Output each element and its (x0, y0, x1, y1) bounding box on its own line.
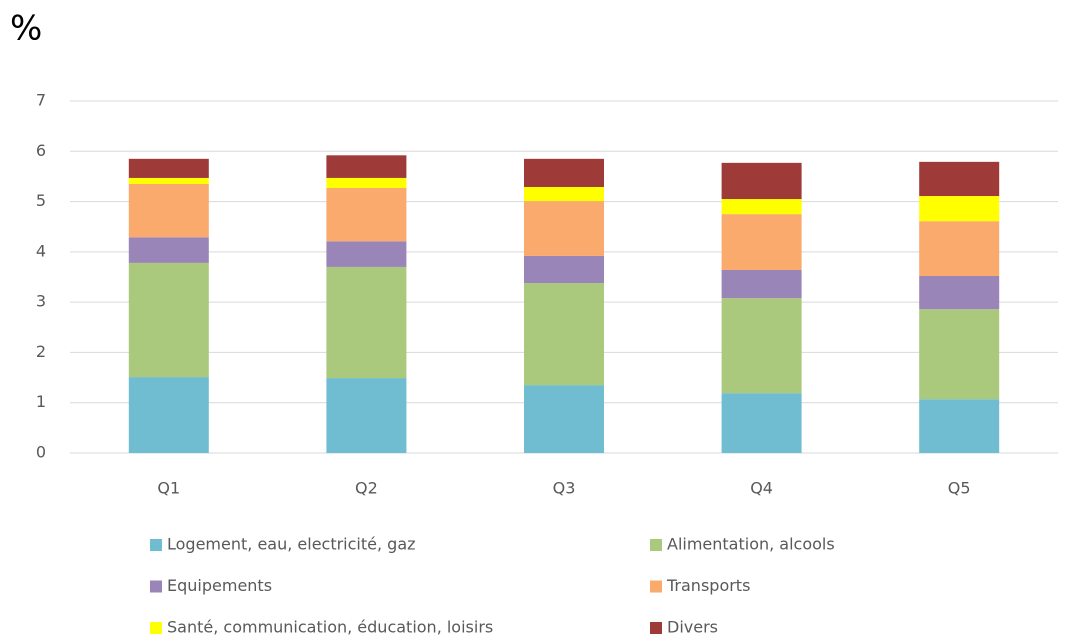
legend-label: Divers (667, 618, 718, 637)
bar-segment (721, 214, 802, 270)
legend-swatch (650, 539, 662, 551)
bar-segment (919, 161, 1000, 197)
bar-segment (524, 158, 604, 187)
x-tick-label: Q3 (553, 479, 576, 498)
x-tick-label: Q1 (157, 479, 180, 498)
bar-segment (128, 377, 209, 453)
bar-segment (919, 309, 1000, 400)
bar-segment (326, 378, 407, 453)
bar-segment (721, 269, 802, 299)
bar-segment (326, 266, 407, 379)
bar-segment (524, 255, 604, 284)
x-tick-label: Q5 (948, 479, 971, 498)
legend-swatch (650, 622, 662, 634)
bar-segment (919, 275, 1000, 310)
bar-segment (919, 399, 1000, 453)
legend-label: Equipements (167, 576, 272, 595)
bar-segment (524, 201, 604, 256)
bar-segment (524, 283, 604, 386)
y-tick-label: 4 (36, 241, 46, 260)
legend-swatch (150, 622, 162, 634)
bar-segment (721, 162, 802, 200)
legend-swatch (150, 539, 162, 551)
bar-segment (326, 155, 407, 178)
bar-segment (721, 298, 802, 394)
bar-segment (721, 199, 802, 215)
bar-segment (524, 385, 604, 453)
y-tick-label: 2 (36, 342, 46, 361)
legend-label: Santé, communication, éducation, loisirs (167, 618, 493, 637)
y-tick-label: 3 (36, 292, 46, 311)
x-tick-label: Q2 (355, 479, 378, 498)
y-tick-label: 1 (36, 392, 46, 411)
chart-title: % (10, 9, 42, 49)
bar-segment (128, 158, 209, 178)
bar-segment (326, 177, 407, 188)
bar-segment (326, 241, 407, 267)
y-tick-label: 0 (36, 443, 46, 462)
bar-segment (128, 237, 209, 263)
legend-swatch (150, 580, 162, 593)
bar-segment (128, 262, 209, 378)
bar-segment (524, 186, 604, 202)
bar-segment (326, 187, 407, 242)
bar-segment (919, 221, 1000, 276)
y-tick-label: 7 (36, 91, 46, 110)
bar-segment (128, 183, 209, 238)
y-tick-label: 5 (36, 191, 46, 210)
legend-label: Transports (666, 576, 750, 595)
legend-label: Alimentation, alcools (667, 535, 835, 554)
bar-segment (721, 393, 802, 453)
y-tick-label: 6 (36, 141, 46, 160)
legend-swatch (650, 580, 662, 593)
x-tick-label: Q4 (750, 479, 773, 498)
legend-label: Logement, eau, electricité, gaz (167, 535, 416, 554)
bar-segment (128, 177, 209, 184)
bar-segment (919, 196, 1000, 222)
